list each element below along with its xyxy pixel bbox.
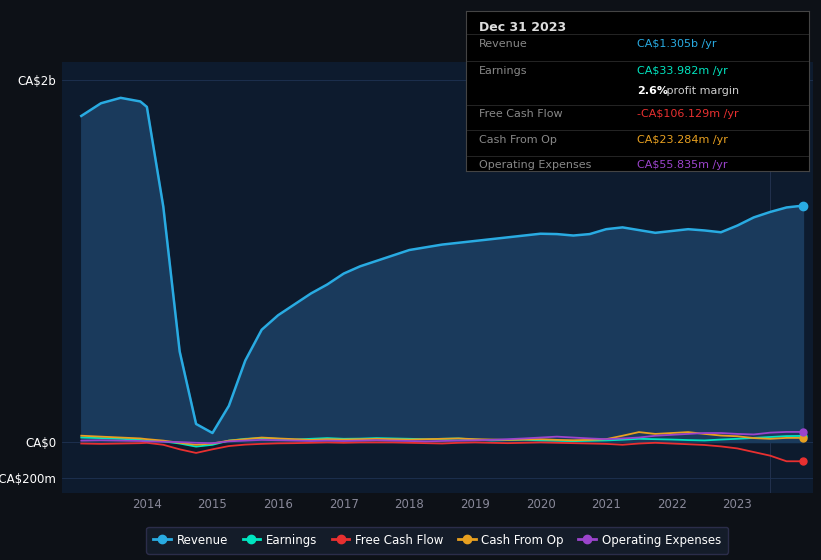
Legend: Revenue, Earnings, Free Cash Flow, Cash From Op, Operating Expenses: Revenue, Earnings, Free Cash Flow, Cash … [146, 526, 728, 554]
Text: Revenue: Revenue [479, 39, 528, 49]
Text: CA$55.835m /yr: CA$55.835m /yr [637, 160, 727, 170]
Text: CA$33.982m /yr: CA$33.982m /yr [637, 66, 728, 76]
Text: Dec 31 2023: Dec 31 2023 [479, 21, 566, 34]
Text: 2.6%: 2.6% [637, 86, 668, 96]
Text: Cash From Op: Cash From Op [479, 135, 557, 145]
Text: -CA$106.129m /yr: -CA$106.129m /yr [637, 109, 739, 119]
Text: profit margin: profit margin [663, 86, 739, 96]
Text: CA$1.305b /yr: CA$1.305b /yr [637, 39, 717, 49]
Text: Operating Expenses: Operating Expenses [479, 160, 592, 170]
Text: Earnings: Earnings [479, 66, 528, 76]
Text: CA$23.284m /yr: CA$23.284m /yr [637, 135, 728, 145]
Text: Free Cash Flow: Free Cash Flow [479, 109, 563, 119]
